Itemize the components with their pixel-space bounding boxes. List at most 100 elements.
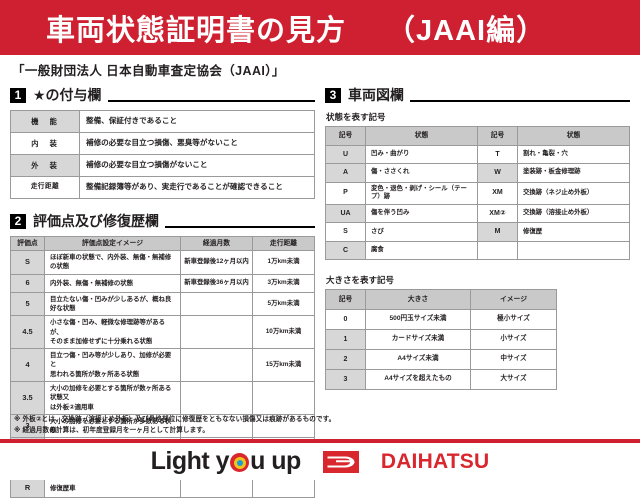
score-image: 目立たない傷・凹みが少しあるが、概ね良好な状態	[44, 291, 181, 317]
size-symbol: 2	[325, 349, 366, 371]
symbol-right	[477, 240, 518, 261]
state-right: 交換跡（ネジ止め外板）	[517, 181, 630, 205]
score-months	[180, 348, 253, 382]
footnote-line: ※ 経過月数の計算は、初年度登録月を一ヶ月として計算します。	[14, 426, 210, 434]
target-circle-icon	[230, 453, 250, 472]
state-left: さび	[365, 222, 478, 242]
symbol-right: T	[477, 144, 518, 164]
star-desc: 整備記録簿等があり、実走行であることが確認できること	[79, 176, 315, 199]
star-label: 機 能	[10, 110, 80, 133]
star-criteria-table: 機 能 整備、保証付きであること 内 装 補修の必要な目立つ損傷、悪臭等がないこ…	[10, 110, 315, 199]
star-desc: 整備、保証付きであること	[79, 110, 315, 133]
size-image: 極小サイズ	[470, 309, 557, 331]
size-symbol-table: 記号 大きさ イメージ 0 500円玉サイズ未満 極小サイズ 1 カードサイズ未…	[325, 289, 557, 391]
score-col-header: 評価点	[10, 235, 45, 252]
tagline-post: u up	[250, 447, 301, 475]
section-rule	[410, 89, 630, 102]
size-symbol: 0	[325, 309, 366, 331]
tagline-light-you-up: Light y u up	[150, 447, 302, 476]
score-image: ほぼ新車の状態で、内外装、無傷・無補修の状態	[44, 250, 181, 275]
score-months	[180, 291, 253, 317]
score-months: 新車登録後12ヶ月以内	[180, 250, 253, 275]
table-row: 4.5 小さな傷・凹み、軽微な修理跡等があるが、 そのまま加修せずに十分乗れる状…	[10, 315, 315, 350]
score-months	[180, 380, 253, 415]
score-value: 5	[10, 291, 45, 317]
section-title-diagram: 車両図欄	[348, 87, 404, 103]
score-km	[252, 478, 315, 498]
size-image: 小サイズ	[470, 329, 557, 351]
section-number-2: 2	[10, 213, 26, 229]
table-row: 2 A4サイズ未満 中サイズ	[325, 349, 557, 371]
table-row: P 変色・退色・剥げ・シール（テープ）跡 XM 交換跡（ネジ止め外板）	[325, 181, 630, 205]
state-right: 修復歴	[517, 222, 630, 242]
page-header: 車両状態証明書の見方 （JAAI編）	[0, 0, 640, 55]
table-row: 外 装 補修の必要な目立つ損傷がないこと	[10, 154, 315, 177]
page-footer: Light y u up DAIHATSU	[0, 443, 640, 480]
footnotes: ※ 外板②とは、交換跡（溶接止め外板）及び骨格部位に修復歴をともなない損傷又は痕…	[14, 415, 434, 437]
size-symbol-caption: 大きさを表す記号	[326, 275, 395, 286]
table-row: U 凹み・曲がり T 割れ・亀裂・穴	[325, 144, 630, 164]
score-image: 大小の加修を必要とする箇所が数ヶ所ある状態又 は外板②適用車	[44, 380, 181, 415]
score-image: 目立つ傷・凹み等が少しあり、加修が必要と 思われる箇所が数ヶ所ある状態	[44, 348, 181, 382]
table-row: S ほぼ新車の状態で、内外装、無傷・無補修の状態 新車登録後12ヶ月以内 1万k…	[10, 250, 315, 275]
state-symbol-caption: 状態を表す記号	[326, 112, 386, 122]
table-row: C 腐食	[325, 240, 630, 261]
score-km: 1万km未満	[252, 250, 315, 275]
state-left: 変色・退色・剥げ・シール（テープ）跡	[365, 181, 478, 205]
symbol-col-header: 状態	[517, 126, 630, 146]
table-row: 内 装 補修の必要な目立つ損傷、悪臭等がないこと	[10, 132, 315, 155]
table-row: 1 カードサイズ未満 小サイズ	[325, 329, 557, 351]
table-row: 3 大小の加修を必要とする箇所が多数ある状態	[10, 413, 315, 439]
table-header-row: 記号 状態 記号 状態	[325, 126, 630, 146]
page-title: 車両状態証明書の見方 （JAAI編）	[46, 7, 546, 49]
table-row: 4 目立つ傷・凹み等が少しあり、加修が必要と 思われる箇所が数ヶ所ある状態 15…	[10, 348, 315, 382]
table-row: UA 傷を伴う凹み XM② 交換跡（溶接止め外板）	[325, 203, 630, 224]
score-value: S	[10, 250, 45, 275]
table-row: S さび M 修復歴	[325, 222, 630, 242]
table-row: 6 内外装、無傷・無補修の状態 新車登録後36ヶ月以内 3万km未満	[10, 273, 315, 293]
score-km: 5万km未満	[252, 291, 315, 317]
size-value: カードサイズ未満	[365, 329, 471, 351]
table-row: 3.5 大小の加修を必要とする箇所が数ヶ所ある状態又 は外板②適用車	[10, 380, 315, 415]
size-symbol: 1	[325, 329, 366, 351]
star-label: 外 装	[10, 154, 80, 177]
score-km: 15万km未満	[252, 348, 315, 382]
section-rule	[165, 215, 315, 228]
section-title-score: 評価点及び修復歴欄	[33, 213, 159, 229]
state-right	[517, 240, 630, 261]
section-header-star: 1 ★の付与欄	[10, 85, 315, 105]
score-km: 3万km未満	[252, 273, 315, 293]
score-months	[180, 478, 253, 498]
size-image: 中サイズ	[470, 349, 557, 371]
score-months	[180, 315, 253, 350]
page-title-paren: （JAAI編）	[386, 14, 547, 47]
symbol-right: W	[477, 163, 518, 183]
tagline-pre: Light y	[150, 447, 230, 475]
score-km	[252, 380, 315, 415]
section-header-diagram: 3 車両図欄	[325, 85, 630, 105]
section-number-3: 3	[325, 87, 341, 103]
right-column: 3 車両図欄 状態を表す記号 記号 状態 記号 状態	[325, 83, 630, 498]
state-symbol-table: 記号 状態 記号 状態 U 凹み・曲がり T 割れ・亀裂・穴 A	[325, 126, 630, 261]
score-col-header: 走行距離	[252, 235, 315, 252]
score-col-header: 評価点設定イメージ	[44, 235, 181, 252]
score-value: 4	[10, 348, 45, 382]
table-row: 3 A4サイズを超えたもの 大サイズ	[325, 369, 557, 391]
section-title-star: ★の付与欄	[33, 87, 102, 103]
table-row: 機 能 整備、保証付きであること	[10, 110, 315, 133]
symbol-col-header: 記号	[477, 126, 518, 146]
table-row: A 傷・ささくれ W 塗装跡・板金修理跡	[325, 163, 630, 183]
symbol-right: M	[477, 222, 518, 242]
size-value: A4サイズを超えたもの	[365, 369, 471, 391]
symbol-col-header: 記号	[325, 126, 366, 146]
subtitle: 「一般財団法人 日本自動車査定協会（JAAI）」	[12, 64, 285, 78]
star-label: 内 装	[10, 132, 80, 155]
table-row: R 修復歴車	[10, 478, 315, 498]
symbol-right: XM	[477, 181, 518, 205]
table-header-row: 記号 大きさ イメージ	[325, 289, 557, 311]
section-header-score: 2 評価点及び修復歴欄	[10, 211, 315, 231]
symbol-left: UA	[325, 203, 366, 224]
size-symbol: 3	[325, 369, 366, 391]
symbol-col-header: 状態	[365, 126, 478, 146]
